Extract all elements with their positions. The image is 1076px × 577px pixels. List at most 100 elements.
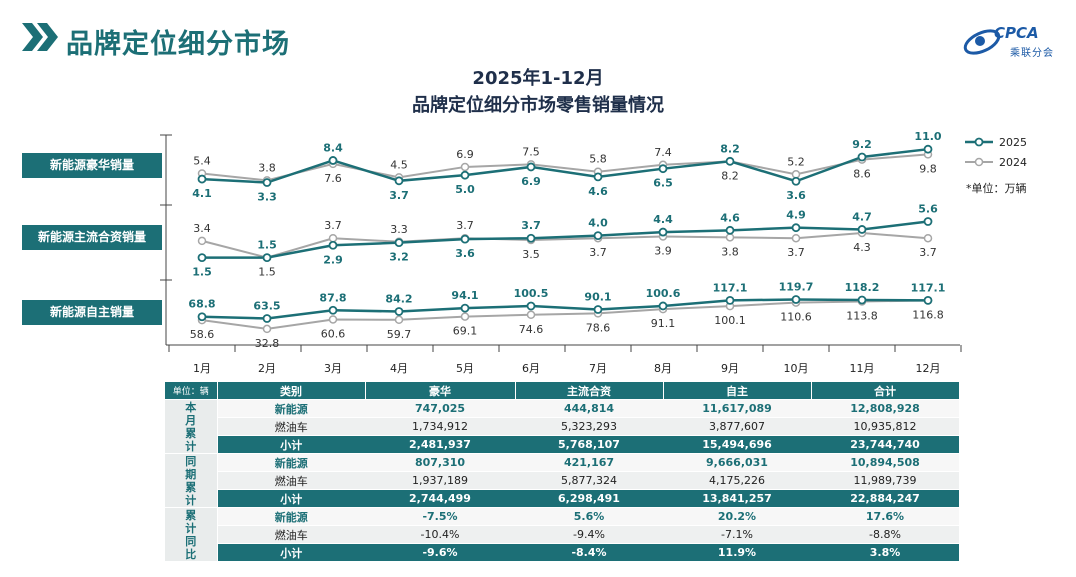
data-point-2025 <box>857 225 867 234</box>
data-label-2025: 117.1 <box>713 281 748 294</box>
data-label-2024: 3.3 <box>390 223 408 236</box>
data-label-2024: 4.5 <box>390 158 408 171</box>
data-label-2025: 4.9 <box>786 209 806 222</box>
data-label-2025: 1.5 <box>257 239 277 252</box>
data-point-2025 <box>394 238 404 248</box>
data-label-2024: 69.1 <box>453 325 478 338</box>
table-cell: 444,814 <box>515 399 663 418</box>
table-cell: 807,310 <box>365 453 515 472</box>
data-point-2025 <box>725 225 735 235</box>
data-label-2025: 4.1 <box>192 187 212 200</box>
table-cell: 9,666,031 <box>663 453 811 472</box>
data-label-2024: 7.5 <box>522 145 540 158</box>
table-cell: 421,167 <box>515 453 663 472</box>
data-label-2024: 3.7 <box>919 246 937 259</box>
table-cell: 747,025 <box>365 399 515 418</box>
group-label-char: 期 <box>185 467 197 481</box>
data-label-2025: 84.2 <box>385 293 412 306</box>
legend-marker-2024 <box>974 157 984 167</box>
table-cell: 10,935,812 <box>811 417 959 436</box>
data-point-2024 <box>725 233 735 242</box>
data-point-2025 <box>262 178 272 187</box>
table-row: 小计 2,744,499 6,298,491 13,841,257 22,884,247 <box>165 489 959 508</box>
table-row: 燃油车 1,734,912 5,323,293 3,877,607 10,935,812 <box>165 417 959 436</box>
x-tick-label: 6月 <box>522 362 540 375</box>
data-point-2025 <box>857 295 867 305</box>
data-point-2025 <box>328 156 338 165</box>
data-label-2025: 100.6 <box>646 287 681 300</box>
table-row: 燃油车 -10.4% -9.4% -7.1% -8.8% <box>165 525 959 544</box>
data-point-2025 <box>791 223 801 233</box>
table-cell: 15,494,696 <box>663 435 811 454</box>
group-label-char: 计 <box>185 439 197 453</box>
group-label-char: 月 <box>185 413 197 427</box>
table-cell: 5,323,293 <box>515 417 663 436</box>
table-header-cell: 豪华 <box>365 382 516 400</box>
table-row: 燃油车 1,937,189 5,877,324 4,175,226 11,989,739 <box>165 471 959 490</box>
data-point-2025 <box>460 303 470 313</box>
data-label-2025: 100.5 <box>514 287 549 300</box>
data-point-2025 <box>394 307 404 316</box>
data-point-2024 <box>197 236 207 246</box>
table-cell: -7.5% <box>365 507 515 526</box>
chart-subtitle: 品牌定位细分市场零售销量情况 <box>412 95 664 116</box>
table-cell: 5.6% <box>515 507 663 526</box>
chart-title: 2025年1-12月 <box>472 68 604 89</box>
data-label-2025: 11.0 <box>914 130 941 143</box>
data-label-2025: 3.2 <box>389 251 409 264</box>
table-cell: 17.6% <box>811 507 959 526</box>
data-label-2025: 68.8 <box>188 298 215 311</box>
x-tick-label: 3月 <box>324 362 342 375</box>
data-label-2024: 3.7 <box>456 219 474 232</box>
data-point-2025 <box>923 217 933 226</box>
data-label-2024: 3.9 <box>654 244 672 257</box>
group-label-char: 同 <box>185 454 197 468</box>
page-title: 品牌定位细分市场 <box>66 29 290 60</box>
cpca-logo-icon <box>963 29 1001 55</box>
data-point-2025 <box>725 156 735 166</box>
data-point-2024 <box>460 312 470 321</box>
data-point-2025 <box>262 314 272 323</box>
data-point-2025 <box>923 295 933 305</box>
table-cell: 23,744,740 <box>811 435 959 454</box>
data-point-2025 <box>328 240 338 250</box>
x-tick-label: 2月 <box>258 362 276 375</box>
table-cell: 新能源 <box>217 399 365 418</box>
table-cell: 燃油车 <box>217 417 365 436</box>
data-label-2024: 3.7 <box>324 219 342 232</box>
data-label-2024: 3.8 <box>721 245 739 258</box>
table-cell: 20.2% <box>663 507 811 526</box>
x-tick-label: 4月 <box>390 362 408 375</box>
series-line-2025 <box>201 147 929 184</box>
table-cell: 新能源 <box>217 507 365 526</box>
data-label-2025: 87.8 <box>319 291 346 304</box>
data-point-2025 <box>460 234 470 244</box>
data-label-2024: 32.8 <box>255 337 280 350</box>
table-cell: 小计 <box>217 543 365 562</box>
table-cell: 10,894,508 <box>811 453 959 472</box>
data-point-2025 <box>923 144 933 154</box>
table-cell: 5,877,324 <box>515 471 663 490</box>
data-label-2024: 8.2 <box>721 169 739 182</box>
panel-label-luxury: 新能源豪华销量 <box>22 153 162 178</box>
data-label-2024: 8.6 <box>853 168 871 181</box>
x-tick-label: 9月 <box>721 362 739 375</box>
table-cell: 4,175,226 <box>663 471 811 490</box>
data-label-2025: 8.2 <box>720 142 740 155</box>
table-cell: -7.1% <box>663 525 811 544</box>
data-label-2024: 4.3 <box>853 241 871 254</box>
table-cell: 小计 <box>217 435 365 454</box>
table-cell: 11,617,089 <box>663 399 811 418</box>
data-point-2025 <box>197 174 207 184</box>
data-label-2025: 5.6 <box>918 203 938 216</box>
table-cell: 小计 <box>217 489 365 508</box>
series-line-2025 <box>201 298 929 320</box>
data-point-2025 <box>791 295 801 304</box>
data-label-2024: 110.6 <box>780 311 812 324</box>
data-point-2025 <box>328 305 338 315</box>
data-point-2025 <box>593 172 603 182</box>
data-point-2025 <box>526 233 536 243</box>
data-label-2025: 119.7 <box>779 280 814 293</box>
group-label-char: 本 <box>185 400 197 414</box>
table-header-cell: 类别 <box>217 382 366 400</box>
